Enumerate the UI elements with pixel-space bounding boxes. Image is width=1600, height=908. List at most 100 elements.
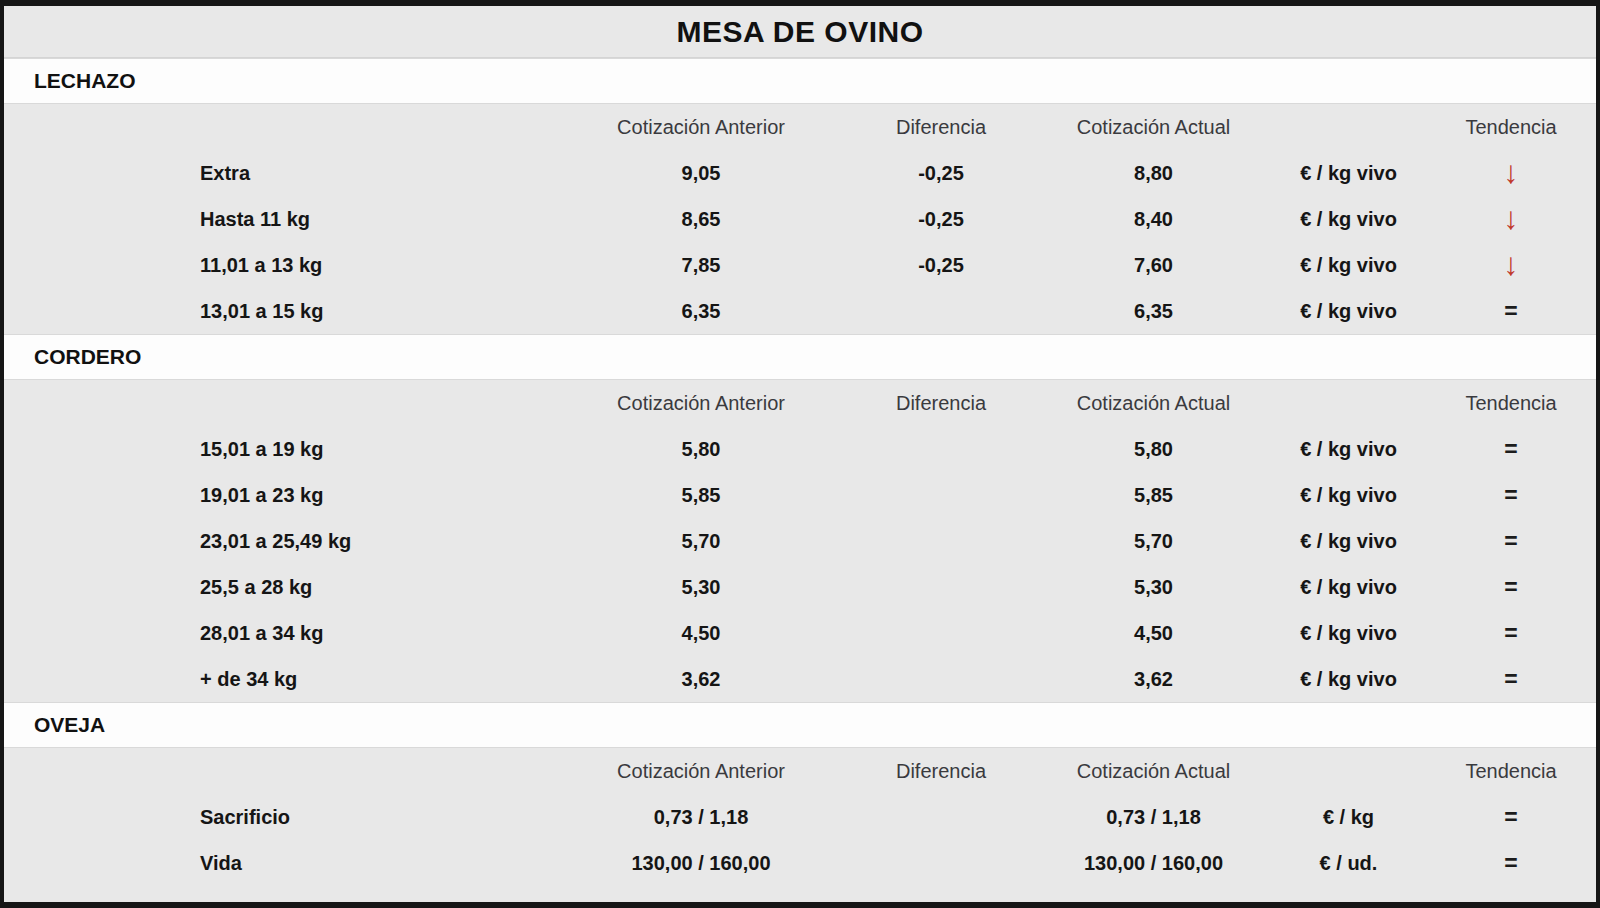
unit-label: € / kg vivo [1271,622,1426,645]
bottom-padding [4,886,1596,902]
row-label: Vida [4,852,556,875]
cotizacion-actual-value: 8,80 [1036,162,1271,185]
section-body: Cotización Anterior Diferencia Cotizació… [4,748,1596,886]
column-header-row: Cotización Anterior Diferencia Cotizació… [4,748,1596,794]
table-row: 19,01 a 23 kg 5,85 5,85 € / kg vivo = [4,472,1596,518]
cotizacion-actual-value: 5,30 [1036,576,1271,599]
table-row: Vida 130,00 / 160,00 130,00 / 160,00 € /… [4,840,1596,886]
section-title: CORDERO [34,345,141,369]
trend-equal-icon: = [1504,622,1517,645]
column-header-cotizacion-anterior: Cotización Anterior [556,392,846,415]
row-label: 11,01 a 13 kg [4,254,556,277]
unit-label: € / kg vivo [1271,668,1426,691]
cotizacion-anterior-value: 5,85 [556,484,846,507]
price-section: CORDERO Cotización Anterior Diferencia C… [4,334,1596,702]
row-label: 25,5 a 28 kg [4,576,556,599]
trend-cell: = [1426,530,1596,553]
column-header-row: Cotización Anterior Diferencia Cotizació… [4,380,1596,426]
row-label: Sacrificio [4,806,556,829]
trend-cell: = [1426,438,1596,461]
cotizacion-actual-value: 6,35 [1036,300,1271,323]
unit-label: € / kg vivo [1271,484,1426,507]
unit-label: € / kg vivo [1271,208,1426,231]
row-label: 23,01 a 25,49 kg [4,530,556,553]
table-row: 15,01 a 19 kg 5,80 5,80 € / kg vivo = [4,426,1596,472]
unit-label: € / kg [1271,806,1426,829]
unit-label: € / kg vivo [1271,530,1426,553]
trend-down-arrow-icon: ↓ [1504,204,1519,234]
row-label: 13,01 a 15 kg [4,300,556,323]
table-row: Hasta 11 kg 8,65 -0,25 8,40 € / kg vivo … [4,196,1596,242]
table-row: 25,5 a 28 kg 5,30 5,30 € / kg vivo = [4,564,1596,610]
cotizacion-anterior-value: 5,30 [556,576,846,599]
trend-equal-icon: = [1504,300,1517,323]
trend-cell: = [1426,484,1596,507]
cotizacion-actual-value: 5,70 [1036,530,1271,553]
trend-equal-icon: = [1504,806,1517,829]
section-body: Cotización Anterior Diferencia Cotizació… [4,104,1596,334]
cotizacion-actual-value: 7,60 [1036,254,1271,277]
page-title: MESA DE OVINO [676,15,923,49]
column-header-tendencia: Tendencia [1426,760,1596,783]
column-header-cotizacion-actual: Cotización Actual [1036,116,1271,139]
row-label: Hasta 11 kg [4,208,556,231]
section-band: OVEJA [4,702,1596,748]
trend-equal-icon: = [1504,576,1517,599]
trend-cell: ↓ [1426,250,1596,280]
column-header-cotizacion-actual: Cotización Actual [1036,392,1271,415]
title-band: MESA DE OVINO [4,6,1596,58]
trend-equal-icon: = [1504,852,1517,875]
table-row: 28,01 a 34 kg 4,50 4,50 € / kg vivo = [4,610,1596,656]
cotizacion-anterior-value: 9,05 [556,162,846,185]
cotizacion-actual-value: 5,85 [1036,484,1271,507]
table-row: 11,01 a 13 kg 7,85 -0,25 7,60 € / kg viv… [4,242,1596,288]
table-row: 23,01 a 25,49 kg 5,70 5,70 € / kg vivo = [4,518,1596,564]
column-header-cotizacion-anterior: Cotización Anterior [556,760,846,783]
table-row: + de 34 kg 3,62 3,62 € / kg vivo = [4,656,1596,702]
trend-cell: ↓ [1426,158,1596,188]
cotizacion-actual-value: 8,40 [1036,208,1271,231]
column-header-cotizacion-anterior: Cotización Anterior [556,116,846,139]
diferencia-value: -0,25 [846,208,1036,231]
price-section: OVEJA Cotización Anterior Diferencia Cot… [4,702,1596,886]
unit-label: € / kg vivo [1271,438,1426,461]
trend-cell: = [1426,300,1596,323]
cotizacion-anterior-value: 5,70 [556,530,846,553]
column-header-tendencia: Tendencia [1426,392,1596,415]
trend-cell: = [1426,622,1596,645]
table-row: Sacrificio 0,73 / 1,18 0,73 / 1,18 € / k… [4,794,1596,840]
unit-label: € / kg vivo [1271,254,1426,277]
cotizacion-actual-value: 0,73 / 1,18 [1036,806,1271,829]
cotizacion-actual-value: 5,80 [1036,438,1271,461]
row-label: Extra [4,162,556,185]
table-row: Extra 9,05 -0,25 8,80 € / kg vivo ↓ [4,150,1596,196]
table-row: 13,01 a 15 kg 6,35 6,35 € / kg vivo = [4,288,1596,334]
trend-down-arrow-icon: ↓ [1504,250,1519,280]
trend-cell: = [1426,852,1596,875]
row-label: + de 34 kg [4,668,556,691]
trend-cell: ↓ [1426,204,1596,234]
trend-equal-icon: = [1504,668,1517,691]
column-header-cotizacion-actual: Cotización Actual [1036,760,1271,783]
row-label: 28,01 a 34 kg [4,622,556,645]
cotizacion-anterior-value: 0,73 / 1,18 [556,806,846,829]
cotizacion-actual-value: 4,50 [1036,622,1271,645]
ovino-price-table: MESA DE OVINO LECHAZO Cotización Anterio… [0,0,1600,908]
trend-equal-icon: = [1504,484,1517,507]
trend-equal-icon: = [1504,438,1517,461]
row-label: 19,01 a 23 kg [4,484,556,507]
section-band: CORDERO [4,334,1596,380]
diferencia-value: -0,25 [846,162,1036,185]
sections-container: LECHAZO Cotización Anterior Diferencia C… [4,58,1596,886]
section-body: Cotización Anterior Diferencia Cotizació… [4,380,1596,702]
column-header-diferencia: Diferencia [846,392,1036,415]
cotizacion-anterior-value: 6,35 [556,300,846,323]
section-band: LECHAZO [4,58,1596,104]
unit-label: € / kg vivo [1271,300,1426,323]
cotizacion-actual-value: 3,62 [1036,668,1271,691]
column-header-diferencia: Diferencia [846,116,1036,139]
price-section: LECHAZO Cotización Anterior Diferencia C… [4,58,1596,334]
unit-label: € / kg vivo [1271,162,1426,185]
cotizacion-anterior-value: 130,00 / 160,00 [556,852,846,875]
column-header-tendencia: Tendencia [1426,116,1596,139]
